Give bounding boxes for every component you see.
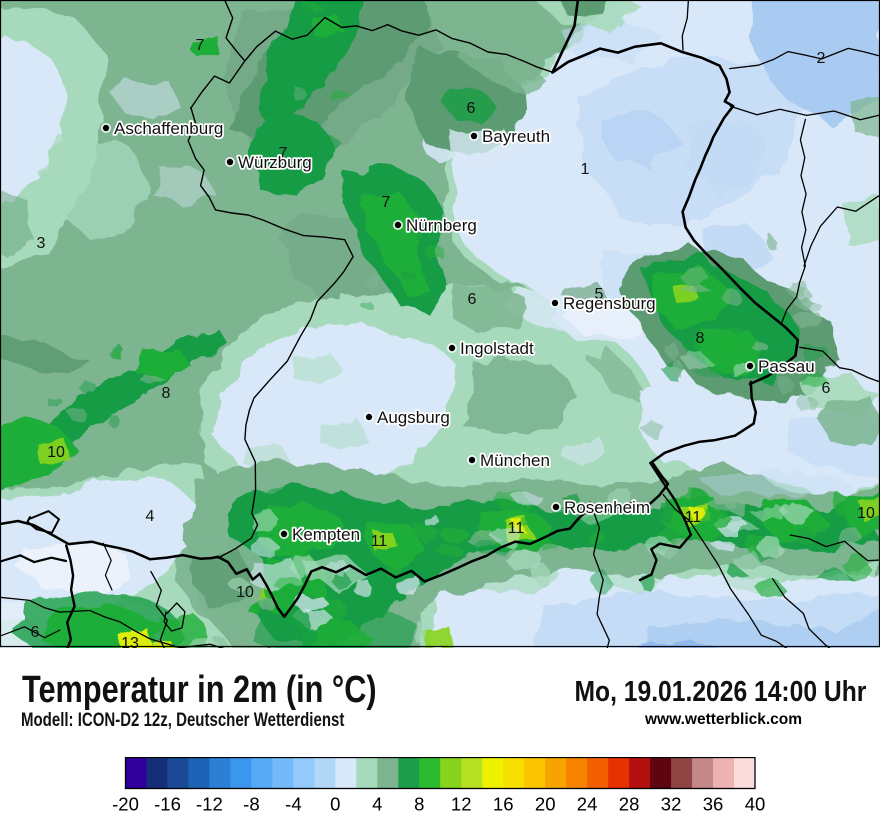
svg-text:20: 20 xyxy=(535,794,556,815)
svg-text:8: 8 xyxy=(414,794,424,815)
svg-text:2: 2 xyxy=(817,50,826,67)
svg-text:7: 7 xyxy=(279,145,288,162)
svg-text:7: 7 xyxy=(382,194,391,211)
svg-text:8: 8 xyxy=(162,385,171,402)
svg-text:München: München xyxy=(480,451,550,470)
svg-text:-12: -12 xyxy=(196,794,223,815)
svg-text:11: 11 xyxy=(371,533,388,550)
svg-text:5: 5 xyxy=(595,286,604,303)
svg-text:Nürnberg: Nürnberg xyxy=(406,216,477,235)
svg-text:Ingolstadt: Ingolstadt xyxy=(460,339,534,358)
svg-text:Rosenheim: Rosenheim xyxy=(564,498,650,517)
svg-text:10: 10 xyxy=(236,584,254,601)
svg-text:6: 6 xyxy=(31,624,40,641)
svg-text:36: 36 xyxy=(703,794,724,815)
svg-text:11: 11 xyxy=(685,509,702,526)
svg-text:28: 28 xyxy=(619,794,640,815)
svg-text:40: 40 xyxy=(745,794,766,815)
svg-text:4: 4 xyxy=(146,508,155,525)
svg-text:11: 11 xyxy=(508,520,525,537)
svg-text:10: 10 xyxy=(47,444,65,461)
svg-text:6: 6 xyxy=(467,100,476,117)
svg-text:-4: -4 xyxy=(285,794,301,815)
svg-text:16: 16 xyxy=(493,794,514,815)
svg-text:24: 24 xyxy=(577,794,598,815)
svg-text:-16: -16 xyxy=(154,794,181,815)
svg-text:Aschaffenburg: Aschaffenburg xyxy=(114,119,223,138)
svg-text:Würzburg: Würzburg xyxy=(238,153,312,172)
svg-text:32: 32 xyxy=(661,794,682,815)
svg-text:Augsburg: Augsburg xyxy=(377,408,450,427)
svg-text:Regensburg: Regensburg xyxy=(563,294,656,313)
svg-text:-20: -20 xyxy=(112,794,139,815)
svg-text:-8: -8 xyxy=(243,794,259,815)
svg-text:Passau: Passau xyxy=(758,357,815,376)
svg-text:0: 0 xyxy=(330,794,340,815)
svg-text:12: 12 xyxy=(451,794,472,815)
svg-text:6: 6 xyxy=(822,380,831,397)
svg-text:6: 6 xyxy=(468,291,477,308)
svg-text:13: 13 xyxy=(121,635,139,648)
svg-text:Kempten: Kempten xyxy=(292,525,360,544)
svg-text:3: 3 xyxy=(37,235,46,252)
svg-text:Bayreuth: Bayreuth xyxy=(482,127,550,146)
svg-text:7: 7 xyxy=(196,37,205,54)
svg-text:1: 1 xyxy=(581,161,590,178)
svg-text:10: 10 xyxy=(857,505,875,522)
svg-text:8: 8 xyxy=(696,330,705,347)
svg-text:4: 4 xyxy=(372,794,382,815)
